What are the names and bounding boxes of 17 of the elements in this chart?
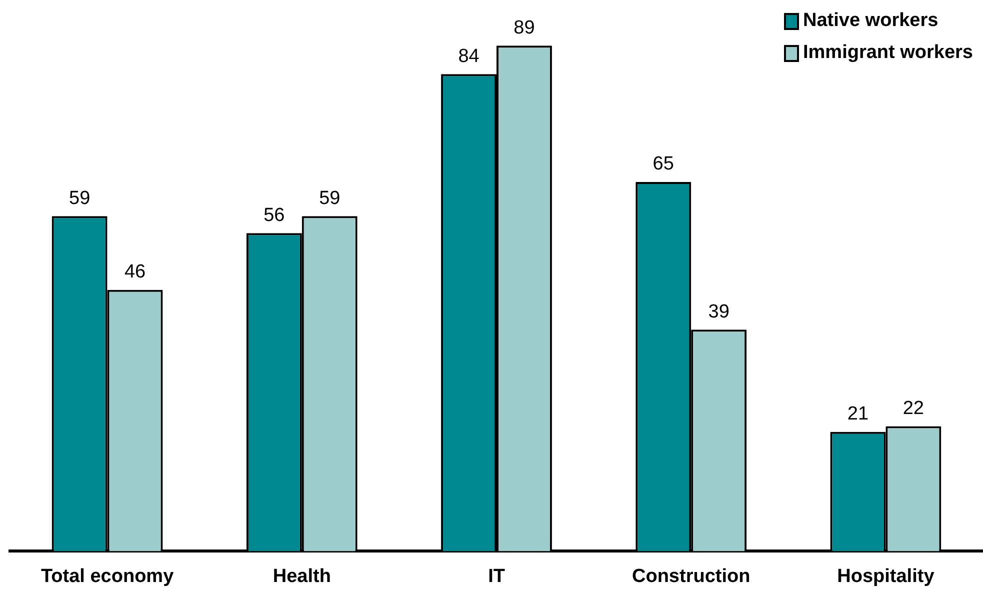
legend-label: Native workers — [803, 10, 938, 32]
x-tick-label: Hospitality — [837, 566, 935, 587]
data-label: 59 — [319, 188, 340, 209]
data-label: 39 — [708, 301, 730, 322]
data-label: 21 — [847, 404, 869, 425]
data-label: 59 — [69, 188, 90, 209]
x-tick-label: Total economy — [40, 566, 174, 587]
data-label: 22 — [902, 398, 924, 419]
data-label: 89 — [514, 17, 535, 38]
data-label: 46 — [124, 262, 146, 283]
data-label: 56 — [264, 204, 285, 226]
legend-label: Immigrant workers — [803, 42, 973, 64]
data-label: 65 — [652, 154, 674, 175]
x-tick-label: Construction — [632, 566, 750, 587]
x-tick-label: IT — [488, 566, 506, 587]
data-label: 84 — [458, 46, 480, 67]
x-tick-label: Health — [272, 566, 331, 587]
